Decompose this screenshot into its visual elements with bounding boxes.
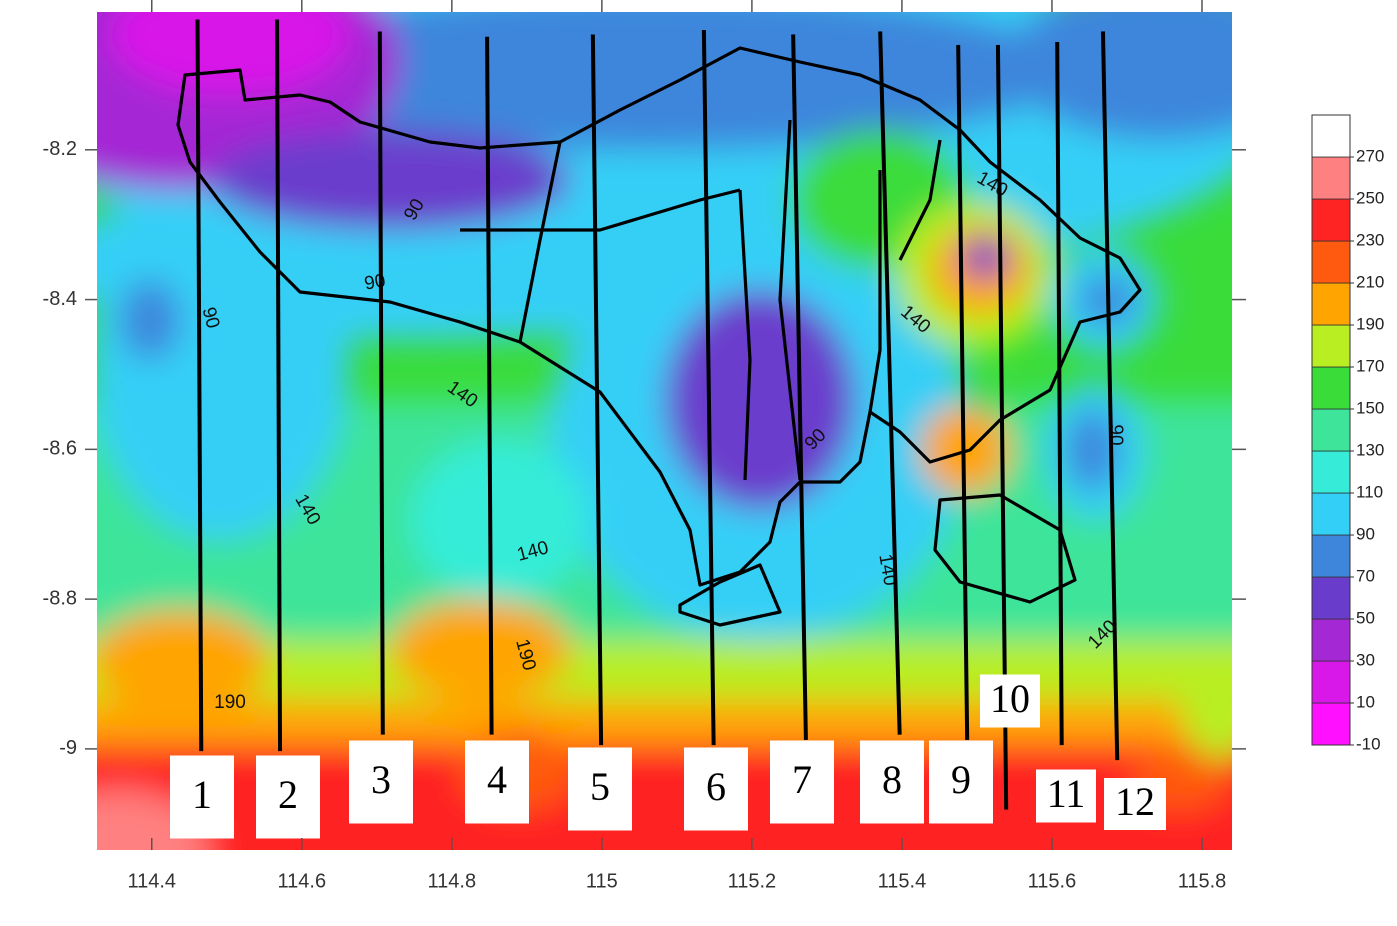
colorbar-label: 170: [1356, 356, 1384, 375]
y-tick-label: -8.6: [43, 438, 77, 460]
colorbar-cell: [1311, 408, 1351, 452]
profile-label-box: [568, 747, 632, 831]
colorbar-label: 130: [1356, 440, 1384, 459]
profile-line: [701, 29, 716, 746]
y-tick-label: -8.4: [43, 288, 77, 310]
profile-label-box: [1036, 769, 1096, 823]
colorbar-label: 90: [1356, 524, 1375, 543]
x-tick-label: 114.4: [127, 870, 176, 892]
profile-label: 8: [882, 757, 902, 802]
y-tick-label: -8.8: [43, 587, 77, 609]
y-tick-label: -8.2: [43, 138, 77, 160]
y-tick-label: -9: [59, 737, 77, 759]
colorbar-label: 210: [1356, 272, 1384, 291]
profile-label-box: [860, 740, 924, 824]
x-tick-label: 115.8: [1178, 870, 1227, 892]
colorbar-cell: [1311, 282, 1351, 326]
profile-line: [1055, 41, 1064, 746]
profile-line: [590, 34, 604, 746]
profile-label-box: [770, 740, 834, 824]
profile-label: 10: [990, 676, 1030, 721]
profile-label-box: [170, 755, 234, 839]
x-tick-label: 115: [586, 870, 618, 892]
colorbar-cell: [1311, 534, 1351, 578]
profile-label: 12: [1115, 779, 1155, 824]
profile-label-box: [465, 740, 529, 824]
profile-label-box: [929, 740, 993, 824]
profile-label: 4: [487, 757, 507, 802]
profile-label: 6: [706, 764, 726, 809]
colorbar-frame: [1311, 114, 1351, 746]
colorbar-cell: [1311, 366, 1351, 410]
colorbar-cell: [1311, 324, 1351, 368]
colorbar-label: 190: [1356, 314, 1384, 333]
colorbar-cell: [1311, 618, 1351, 662]
profile-label: 2: [278, 772, 298, 817]
profile-line: [878, 31, 902, 735]
colorbar-cell: [1311, 660, 1351, 704]
colorbar-label: 30: [1356, 650, 1375, 669]
x-tick-label: 115.2: [728, 870, 777, 892]
colorbar-cell: [1311, 114, 1351, 158]
contour-label: 90: [363, 270, 387, 294]
x-tick-label: 115.4: [878, 870, 927, 892]
profile-label-box: [684, 747, 748, 831]
colorbar-cell: [1311, 450, 1351, 494]
profile-label: 3: [371, 757, 391, 802]
profile-label: 11: [1047, 771, 1086, 816]
colorbar-cell: [1311, 702, 1351, 746]
contour-label: 190: [214, 692, 246, 713]
profile-label: 9: [951, 757, 971, 802]
colorbar-cell: [1311, 240, 1351, 284]
profile-label: 7: [792, 757, 812, 802]
profile-label-box: [349, 740, 413, 824]
profile-line: [195, 19, 204, 752]
profile-line: [485, 36, 494, 735]
colorbar-label: 150: [1356, 398, 1384, 417]
colorbar-label: 250: [1356, 188, 1384, 207]
profile-line: [956, 44, 970, 740]
colorbar-label: -10: [1356, 734, 1381, 753]
profile-label-box: [1104, 778, 1166, 830]
colorbar-label: 230: [1356, 230, 1384, 249]
profile-label-box: [256, 755, 320, 839]
profile-line: [791, 34, 808, 740]
x-tick-label: 114.8: [428, 870, 477, 892]
x-tick-label: 114.6: [278, 870, 327, 892]
colorbar-cell: [1311, 198, 1351, 242]
colorbar-label: 10: [1356, 692, 1375, 711]
profile-line: [1100, 31, 1120, 761]
profile-line: [377, 31, 385, 735]
colorbar-label: 110: [1356, 482, 1383, 501]
colorbar-cell: [1311, 576, 1351, 620]
profile-label-box: [980, 674, 1040, 728]
profile-line: [275, 19, 283, 752]
contour-label: 90: [1105, 424, 1126, 445]
colorbar-label: 270: [1356, 146, 1384, 165]
profile-label: 1: [192, 772, 212, 817]
coastline: [176, 46, 1142, 627]
colorbar-label: 50: [1356, 608, 1375, 627]
x-tick-label: 115.6: [1028, 870, 1077, 892]
colorbar-cell: [1311, 156, 1351, 200]
colorbar-cell: [1311, 492, 1351, 536]
colorbar-label: 70: [1356, 566, 1375, 585]
profile-label: 5: [590, 764, 610, 809]
